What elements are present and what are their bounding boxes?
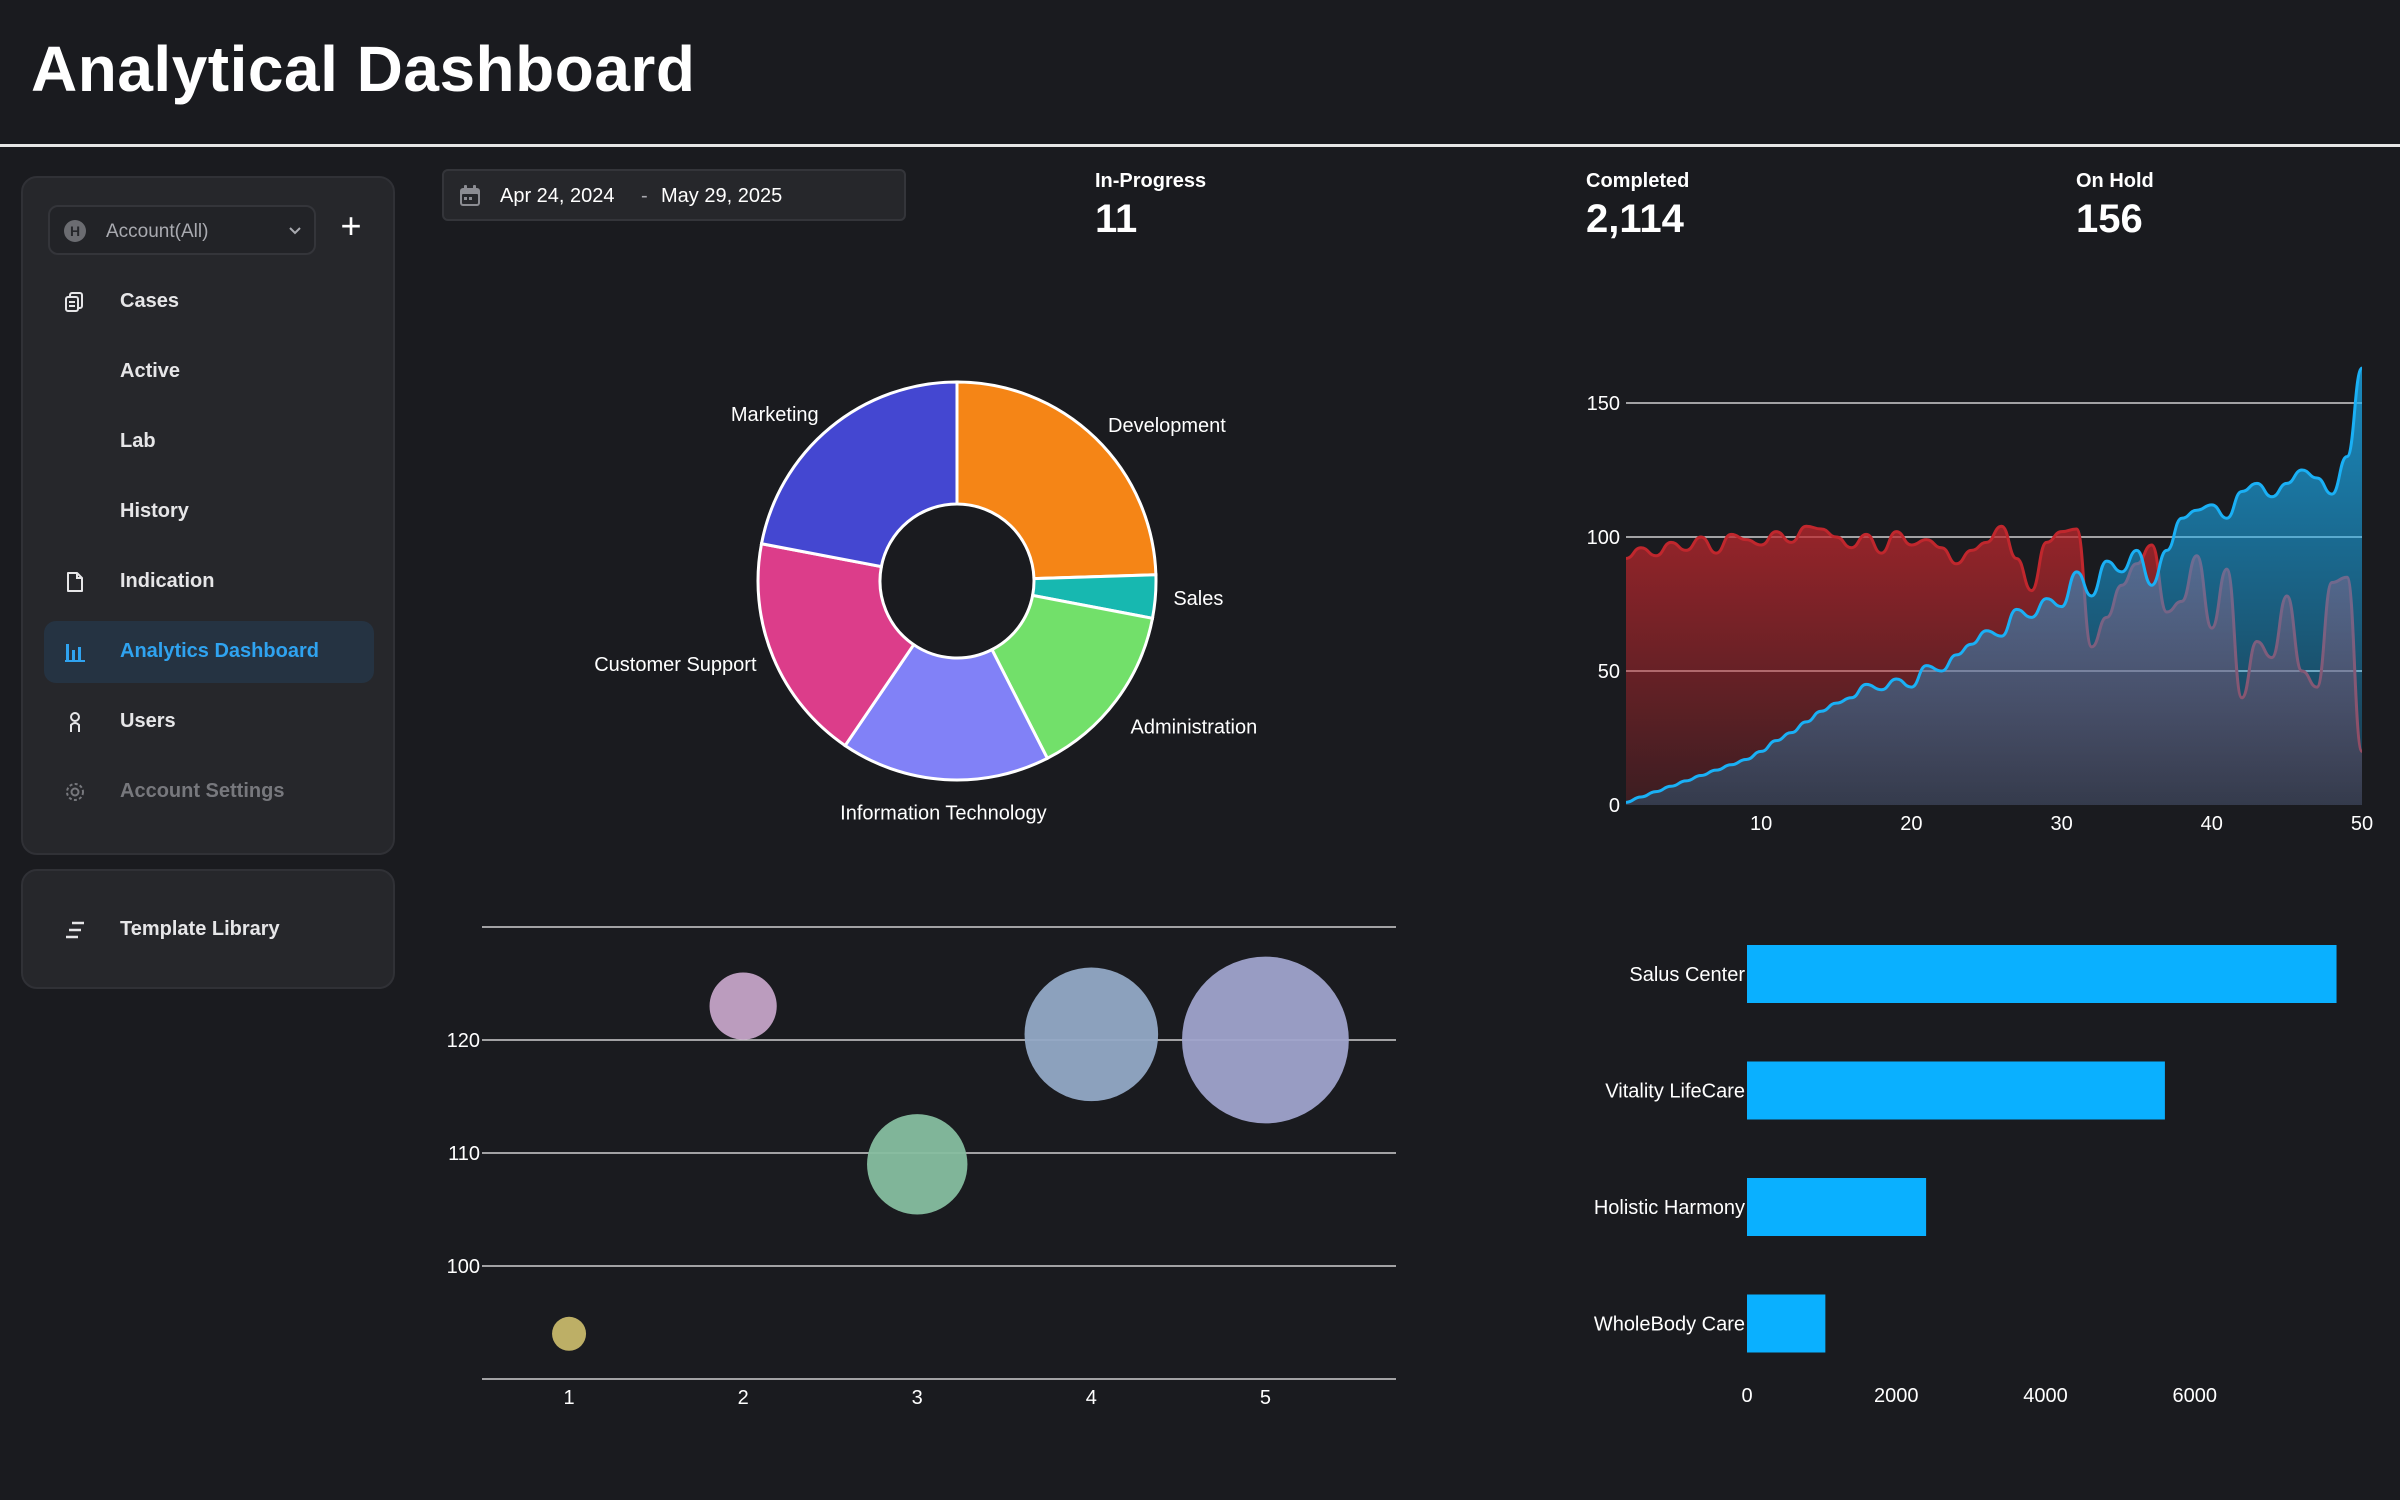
pie-slice-3 bbox=[843, 642, 1050, 782]
y-tick-label: 150 bbox=[1587, 393, 1620, 415]
sidebar-item-label: Account Settings bbox=[120, 780, 285, 802]
bar-3 bbox=[1747, 1294, 1826, 1353]
add-account-button[interactable]: + bbox=[340, 205, 362, 246]
sidebar-item-label: Analytics Dashboard bbox=[120, 640, 319, 662]
stat-in-progress: In-Progress 11 bbox=[1095, 170, 1206, 242]
facility-bar-chart: Salus Center Vitality LifeCare Holistic Ha… bbox=[1594, 945, 2337, 1407]
page-title: Analytical Dashboard bbox=[31, 33, 696, 105]
user-icon bbox=[64, 711, 86, 733]
bar-0 bbox=[1747, 945, 2337, 1003]
sidebar-item-label: Users bbox=[120, 710, 176, 732]
sidebar-item-history[interactable]: History bbox=[44, 481, 374, 543]
y-tick-label: 120 bbox=[447, 1030, 480, 1052]
sidebar-item-label: Indication bbox=[120, 570, 215, 592]
y-tick-label: 110 bbox=[448, 1143, 480, 1165]
stat-label: Completed bbox=[1586, 170, 1690, 192]
page-header: Analytical Dashboard bbox=[0, 0, 2400, 147]
sidebar-item-label: History bbox=[120, 500, 189, 522]
chevron-down-icon bbox=[288, 219, 302, 248]
start-date: Apr 24, 2024 bbox=[500, 185, 615, 207]
bubble-chart: 100 110 120 1 2 3 4 5 bbox=[447, 926, 1396, 1409]
date-range-picker[interactable]: Apr 24, 2024 - May 29, 2025 bbox=[442, 169, 906, 221]
department-donut-chart: Development Sales Administration Informatio… bbox=[594, 380, 1258, 825]
stat-value: 156 bbox=[2076, 197, 2143, 241]
y-tick-label: 100 bbox=[1587, 527, 1620, 549]
trend-area-chart: 0 50 100 150 10 20 30 40 50 bbox=[1587, 366, 2373, 835]
y-tick-label: 50 bbox=[1598, 661, 1620, 683]
y-tick-label: 100 bbox=[447, 1256, 480, 1278]
bar-category-label: Vitality LifeCare bbox=[1605, 1081, 1745, 1103]
stat-value: 2,114 bbox=[1586, 197, 1684, 241]
gear-icon bbox=[64, 781, 86, 803]
list-icon bbox=[64, 919, 86, 941]
sidebar-item-account-settings[interactable]: Account Settings bbox=[44, 761, 374, 823]
area-line-1 bbox=[1625, 366, 2364, 804]
x-tick-label: 2000 bbox=[1874, 1385, 1919, 1407]
sidebar-item-label: Cases bbox=[120, 290, 179, 312]
sidebar-item-users[interactable]: Users bbox=[44, 691, 374, 753]
document-icon bbox=[64, 571, 86, 593]
account-avatar-icon: H bbox=[64, 220, 86, 242]
y-tick-label: 0 bbox=[1609, 795, 1620, 817]
pie-label: Development bbox=[1108, 415, 1226, 437]
bar-category-label: Holistic Harmony bbox=[1594, 1197, 1745, 1219]
bubble-2 bbox=[867, 1114, 968, 1215]
bar-category-label: Salus Center bbox=[1629, 964, 1745, 986]
bubble-4 bbox=[1182, 956, 1349, 1124]
stat-value: 11 bbox=[1095, 197, 1138, 241]
account-selector-label: Account(All) bbox=[106, 221, 209, 242]
bubble-3 bbox=[1024, 967, 1159, 1102]
x-tick-label: 50 bbox=[2351, 813, 2373, 835]
calendar-icon bbox=[458, 184, 482, 213]
account-selector[interactable]: H Account(All) bbox=[48, 205, 316, 255]
stat-completed: Completed 2,114 bbox=[1586, 170, 1689, 242]
x-tick-label: 4000 bbox=[2023, 1385, 2068, 1407]
bar-chart-icon bbox=[64, 641, 86, 663]
sidebar-item-label: Active bbox=[120, 360, 181, 382]
pie-label: Information Technology bbox=[840, 803, 1046, 825]
end-date: May 29, 2025 bbox=[661, 185, 783, 207]
template-library-label: Template Library bbox=[120, 918, 280, 940]
pie-slice-5 bbox=[759, 380, 959, 569]
sidebar-item-active[interactable]: Active bbox=[44, 341, 374, 403]
pie-label: Administration bbox=[1131, 716, 1258, 738]
sidebar: H Account(All) + Cases Active Lab Histor… bbox=[21, 176, 395, 855]
bubble-0 bbox=[552, 1316, 587, 1351]
x-tick-label: 0 bbox=[1741, 1385, 1752, 1407]
x-tick-label: 1 bbox=[563, 1387, 574, 1409]
x-tick-label: 6000 bbox=[2173, 1385, 2218, 1407]
pie-slice-2 bbox=[989, 593, 1155, 761]
sidebar-item-analytics-dashboard[interactable]: Analytics Dashboard bbox=[44, 621, 374, 683]
sidebar-item-indication[interactable]: Indication bbox=[44, 551, 374, 613]
date-separator: - bbox=[641, 185, 648, 207]
bar-2 bbox=[1747, 1178, 1927, 1236]
pie-label: Customer Support bbox=[594, 654, 757, 676]
sidebar-item-cases[interactable]: Cases bbox=[44, 271, 374, 333]
cases-icon bbox=[64, 291, 86, 313]
sidebar-item-label: Lab bbox=[120, 430, 156, 452]
x-tick-label: 5 bbox=[1260, 1387, 1271, 1409]
pie-slice-4 bbox=[756, 541, 916, 748]
x-tick-label: 30 bbox=[2050, 813, 2072, 835]
pie-label: Marketing bbox=[731, 404, 819, 426]
x-tick-label: 40 bbox=[2201, 813, 2223, 835]
x-tick-label: 10 bbox=[1750, 813, 1772, 835]
sidebar-item-template-library[interactable]: Template Library bbox=[44, 899, 374, 961]
pie-label: Sales bbox=[1173, 588, 1223, 610]
template-library-panel: Template Library bbox=[21, 869, 395, 989]
stat-label: In-Progress bbox=[1095, 170, 1207, 192]
stat-label: On Hold bbox=[2076, 170, 2154, 192]
bar-1 bbox=[1747, 1061, 2165, 1120]
x-tick-label: 3 bbox=[912, 1387, 923, 1409]
stat-on-hold: On Hold 156 bbox=[2076, 170, 2154, 242]
area-fill-1 bbox=[1626, 368, 2362, 805]
x-tick-label: 20 bbox=[1900, 813, 1922, 835]
x-tick-label: 2 bbox=[738, 1387, 749, 1409]
bubble-1 bbox=[709, 972, 777, 1040]
sidebar-item-lab[interactable]: Lab bbox=[44, 411, 374, 473]
bar-category-label: WholeBody Care bbox=[1594, 1314, 1745, 1336]
x-tick-label: 4 bbox=[1086, 1387, 1097, 1409]
pie-slice-0 bbox=[955, 380, 1158, 581]
